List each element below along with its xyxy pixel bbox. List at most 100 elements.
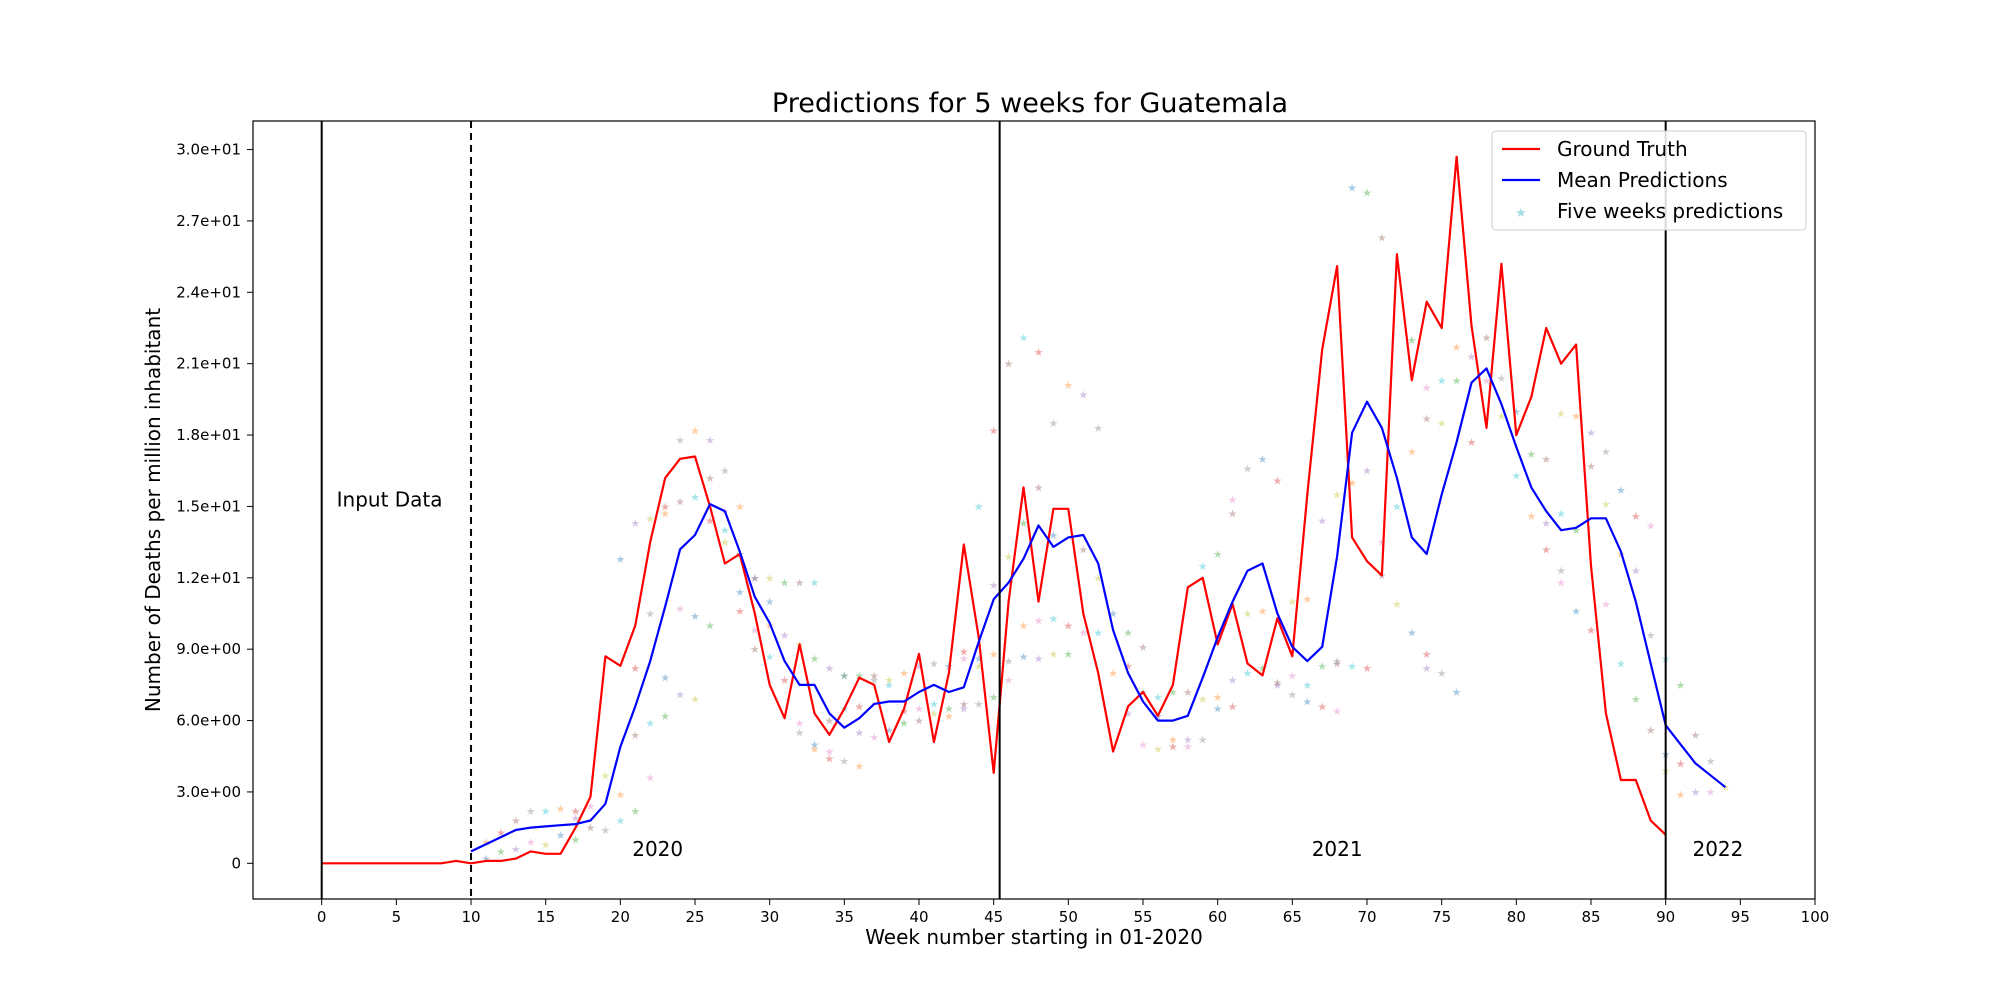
y-tick-label: 2.7e+01 [176,212,241,230]
prediction-star: ★ [720,524,730,537]
prediction-star: ★ [1496,410,1506,423]
prediction-star: ★ [496,826,506,839]
prediction-star: ★ [989,648,999,661]
prediction-star: ★ [1093,627,1103,640]
x-tick-label: 60 [1208,908,1227,926]
prediction-star: ★ [750,643,760,656]
prediction-star: ★ [1541,453,1551,466]
prediction-star: ★ [645,772,655,785]
prediction-star: ★ [1422,648,1432,661]
prediction-star: ★ [1362,465,1372,478]
y-tick-label: 1.2e+01 [176,569,241,587]
prediction-star: ★ [899,717,909,730]
prediction-star: ★ [1347,182,1357,195]
prediction-star: ★ [974,660,984,673]
prediction-star: ★ [1228,508,1238,521]
prediction-star: ★ [1526,448,1536,461]
prediction-star: ★ [944,710,954,723]
prediction-star: ★ [481,836,491,849]
prediction-star: ★ [1138,738,1148,751]
prediction-star: ★ [571,834,581,847]
prediction-star: ★ [1691,729,1701,742]
prediction-star: ★ [1691,786,1701,799]
prediction-star: ★ [1452,341,1462,354]
prediction-star: ★ [1422,662,1432,675]
x-tick-label: 100 [1801,908,1830,926]
prediction-star: ★ [914,703,924,716]
prediction-star: ★ [1556,577,1566,590]
prediction-star: ★ [750,572,760,585]
prediction-star: ★ [750,572,760,585]
x-tick-label: 70 [1357,908,1376,926]
prediction-star: ★ [959,646,969,659]
prediction-star: ★ [1183,734,1193,747]
prediction-star: ★ [571,812,581,825]
prediction-star: ★ [1616,484,1626,497]
prediction-star: ★ [854,727,864,740]
prediction-star: ★ [1571,410,1581,423]
prediction-star: ★ [571,805,581,818]
prediction-star: ★ [765,650,775,663]
prediction-star: ★ [600,824,610,837]
prediction-star: ★ [824,715,834,728]
prediction-star: ★ [1317,660,1327,673]
prediction-star: ★ [630,729,640,742]
prediction-star: ★ [1511,470,1521,483]
prediction-star: ★ [1347,477,1357,490]
series-line-ground-truth [321,155,1667,865]
prediction-star: ★ [1019,517,1029,530]
prediction-star: ★ [929,698,939,711]
prediction-star: ★ [1258,605,1268,618]
prediction-star: ★ [1078,543,1088,556]
prediction-star: ★ [1362,186,1372,199]
prediction-star: ★ [869,674,879,687]
prediction-star: ★ [720,536,730,549]
prediction-star: ★ [675,603,685,616]
prediction-star: ★ [1631,693,1641,706]
prediction-star: ★ [1108,608,1118,621]
prediction-star: ★ [1258,662,1268,675]
prediction-star: ★ [645,512,655,525]
prediction-star: ★ [1048,529,1058,542]
prediction-star: ★ [1004,358,1014,371]
prediction-star: ★ [1407,627,1417,640]
prediction-star: ★ [1392,598,1402,611]
prediction-star: ★ [720,465,730,478]
prediction-star: ★ [526,836,536,849]
prediction-star: ★ [1496,372,1506,385]
prediction-star: ★ [1437,667,1447,680]
prediction-star: ★ [1168,734,1178,747]
prediction-star: ★ [1646,724,1656,737]
prediction-star: ★ [1646,629,1656,642]
prediction-star: ★ [1048,648,1058,661]
legend: Ground Truth Mean Predictions ★ Five wee… [1491,130,1807,231]
legend-label-mean-predictions: Mean Predictions [1557,168,1728,192]
prediction-star: ★ [526,805,536,818]
prediction-star: ★ [824,662,834,675]
prediction-star: ★ [1571,605,1581,618]
prediction-star: ★ [1482,332,1492,345]
prediction-star: ★ [1482,374,1492,387]
prediction-star: ★ [1676,757,1686,770]
x-tick-label: 45 [984,908,1003,926]
prediction-star: ★ [1034,653,1044,666]
prediction-star: ★ [615,815,625,828]
prediction-star: ★ [1183,741,1193,754]
prediction-star: ★ [780,674,790,687]
prediction-star: ★ [1063,648,1073,661]
prediction-star: ★ [1258,453,1268,466]
prediction-star: ★ [1272,677,1282,690]
prediction-star: ★ [1556,508,1566,521]
y-axis-title: Number of Deaths per million inhabitant [141,308,165,712]
prediction-star: ★ [750,624,760,637]
prediction-star: ★ [929,658,939,671]
prediction-star: ★ [1123,627,1133,640]
prediction-star: ★ [1586,427,1596,440]
prediction-star: ★ [765,596,775,609]
prediction-star: ★ [810,738,820,751]
prediction-star: ★ [1019,332,1029,345]
prediction-star: ★ [1272,474,1282,487]
prediction-star: ★ [1287,596,1297,609]
prediction-star: ★ [1706,786,1716,799]
prediction-star: ★ [1586,460,1596,473]
